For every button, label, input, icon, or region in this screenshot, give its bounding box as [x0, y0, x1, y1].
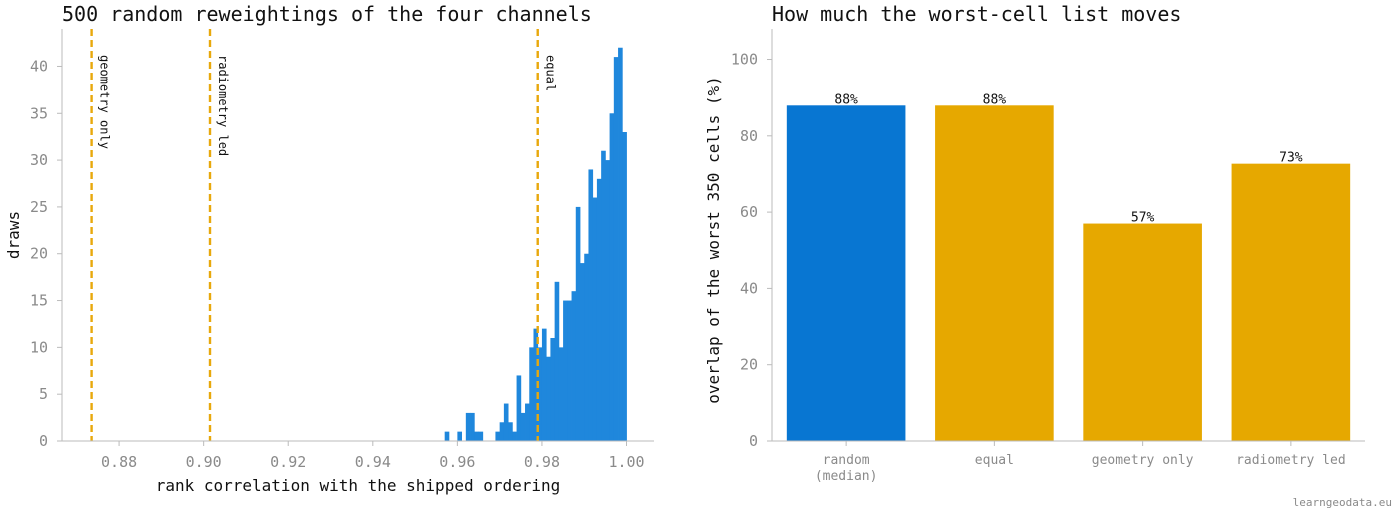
- histogram-bar: [499, 422, 505, 441]
- bar-value-label: 88%: [983, 92, 1007, 107]
- histogram-bar: [541, 328, 547, 441]
- y-tick-label: 30: [30, 151, 48, 169]
- bar-y-axis-label: overlap of the worst 350 cells (%): [704, 76, 723, 404]
- histogram-bar: [558, 347, 564, 441]
- histogram-bar: [605, 160, 610, 441]
- x-tick-label: 0.98: [524, 453, 560, 471]
- x-tick-label: 0.96: [439, 453, 475, 471]
- x-tick-label: 0.90: [186, 453, 222, 471]
- bar-category-labels: random(median) equal geometry only radiomet…: [815, 441, 1346, 484]
- y-tick-label: 5: [39, 385, 48, 403]
- histogram-bar: [529, 347, 534, 441]
- y-tick-label: 0: [39, 432, 48, 450]
- overlap-bar: [935, 105, 1054, 441]
- bar-chart-title: How much the worst-cell list moves: [772, 2, 1181, 26]
- y-tick-label: 0: [749, 432, 758, 450]
- histogram-bar: [512, 431, 517, 441]
- y-tick-label: 10: [30, 338, 48, 356]
- category-label: geometry only: [1092, 453, 1194, 468]
- histogram-bar: [516, 375, 522, 441]
- histogram-panel: 500 random reweightings of the four chan…: [4, 2, 654, 495]
- histogram-bar: [474, 431, 479, 441]
- bar-y-ticks: 0 20 40 60 80 100: [731, 51, 772, 450]
- histogram-bar: [609, 113, 615, 441]
- histogram-bar: [495, 431, 501, 441]
- bar-value-label: 88%: [834, 92, 858, 107]
- bar-value-label: 57%: [1131, 211, 1155, 226]
- histogram-x-ticks: 0.88 0.90 0.92 0.94 0.96 0.98 1.00: [101, 441, 645, 471]
- histogram-x-axis-label: rank correlation with the shipped orderi…: [156, 476, 561, 495]
- category-label: radiometry led: [1236, 453, 1346, 468]
- histogram-bar: [478, 431, 484, 441]
- overlap-bar: [786, 105, 906, 441]
- x-tick-label: 0.92: [270, 453, 306, 471]
- y-tick-label: 80: [740, 127, 758, 145]
- reference-line-label: radiometry led: [216, 55, 230, 156]
- y-tick-label: 35: [30, 104, 48, 122]
- bar-value-label: 73%: [1279, 151, 1303, 166]
- histogram-bar: [592, 197, 598, 441]
- credit-text: learngeodata.eu: [1293, 496, 1392, 509]
- histogram-bar: [520, 412, 526, 441]
- histogram-bar: [613, 57, 619, 441]
- bar-panel: How much the worst-cell list moves 88% 88…: [704, 2, 1365, 484]
- overlap-bar: [1231, 163, 1351, 441]
- histogram-bar: [580, 263, 585, 441]
- histogram-bar: [622, 132, 627, 441]
- histogram-y-ticks: 0 5 10 15 20 25 30 35 40: [30, 57, 62, 450]
- histogram-y-axis-label: draws: [4, 211, 23, 259]
- histogram-bar: [444, 431, 450, 441]
- y-tick-label: 20: [740, 356, 758, 374]
- histogram-bar: [571, 291, 577, 441]
- histogram-bar: [554, 281, 560, 441]
- y-tick-label: 25: [30, 198, 48, 216]
- histogram-bar: [618, 47, 623, 442]
- y-tick-label: 40: [30, 57, 48, 75]
- histogram-bar: [588, 169, 594, 442]
- y-tick-label: 20: [30, 245, 48, 263]
- y-tick-label: 40: [740, 279, 758, 297]
- histogram-bar: [465, 412, 471, 441]
- histogram-bar: [537, 347, 543, 441]
- y-tick-label: 15: [30, 292, 48, 310]
- reference-line-label: geometry only: [98, 55, 112, 149]
- y-tick-label: 100: [731, 51, 758, 69]
- category-label: random: [823, 453, 870, 468]
- histogram-bars: [444, 47, 627, 442]
- x-tick-label: 0.88: [101, 453, 137, 471]
- histogram-bar: [503, 403, 509, 441]
- histogram-bar: [550, 338, 556, 441]
- overlap-bar: [1083, 223, 1202, 441]
- reference-lines: geometry only radiometry led equal: [90, 29, 558, 441]
- histogram-bar: [563, 300, 568, 441]
- x-tick-label: 1.00: [608, 453, 644, 471]
- histogram-bar: [457, 431, 462, 441]
- histogram-bar: [567, 300, 572, 441]
- histogram-bar: [533, 328, 539, 441]
- histogram-bar: [546, 356, 551, 441]
- x-tick-label: 0.94: [355, 453, 391, 471]
- histogram-bar: [601, 150, 606, 441]
- y-tick-label: 60: [740, 203, 758, 221]
- histogram-title: 500 random reweightings of the four chan…: [62, 2, 592, 26]
- histogram-bar: [584, 253, 589, 441]
- histogram-bar: [575, 206, 581, 441]
- category-label: (median): [815, 469, 878, 484]
- category-label: equal: [975, 453, 1014, 468]
- histogram-bar: [508, 422, 513, 441]
- histogram-bar: [470, 412, 475, 441]
- overlap-bars: 88% 88% 57% 73%: [786, 92, 1351, 441]
- histogram-bar: [525, 403, 530, 441]
- histogram-bar: [596, 178, 602, 441]
- reference-line-label: equal: [544, 55, 558, 91]
